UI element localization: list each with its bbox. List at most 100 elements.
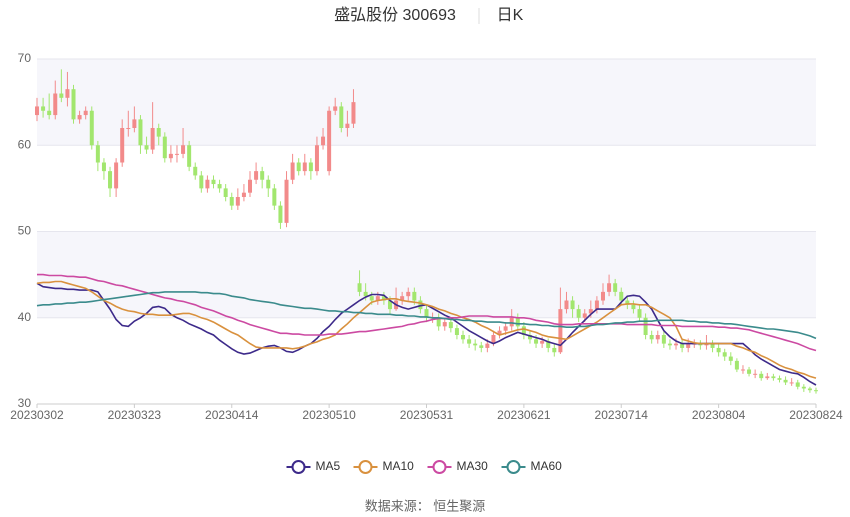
candle-body (120, 128, 125, 163)
legend-label: MA10 (383, 459, 415, 473)
candle-body (765, 376, 770, 379)
candle-body (412, 291, 417, 301)
candle-body (89, 110, 94, 146)
candle-body (229, 197, 234, 206)
candle-body (509, 317, 514, 327)
legend-label: MA60 (531, 459, 563, 473)
candle-body (631, 304, 636, 310)
candle-body (47, 110, 52, 116)
candle-body (771, 376, 776, 379)
candle-body (515, 317, 520, 327)
candle-body (41, 106, 46, 111)
candle-body (71, 89, 76, 120)
chart-title: 盛弘股份 300693 (334, 6, 456, 24)
legend-item[interactable]: MA60 (501, 459, 563, 474)
candle-body (564, 300, 569, 310)
candle-body (716, 347, 721, 353)
legend-item[interactable]: MA5 (286, 459, 341, 474)
candle-body (698, 343, 703, 346)
candle-body (497, 330, 502, 335)
candle-body (199, 175, 204, 189)
x-tick-label: 20230804 (692, 408, 746, 422)
candle-body (193, 166, 198, 176)
candle-body (95, 145, 100, 163)
candle-body (655, 335, 660, 340)
candle-body (375, 296, 380, 301)
candle-body (53, 93, 58, 116)
candle-body (637, 309, 642, 318)
candle-body (138, 119, 143, 146)
candle-body (211, 179, 216, 185)
candle-body (667, 343, 672, 346)
candle-body (174, 153, 179, 155)
candle-body (747, 369, 752, 374)
candle-body (181, 145, 186, 154)
candle-body (607, 283, 612, 292)
ma-line (36, 280, 817, 379)
candle-body (223, 188, 228, 197)
candle-body (272, 188, 277, 206)
candle-body (205, 179, 210, 189)
candle-body (540, 341, 545, 344)
x-tick-label: 20230323 (108, 408, 162, 422)
candle-body (278, 205, 283, 223)
candle-body (150, 128, 155, 150)
candle-body (333, 106, 338, 111)
candle-body (162, 136, 167, 159)
candle-body (619, 291, 624, 301)
legend-item[interactable]: MA30 (427, 459, 489, 474)
candle-body (424, 309, 429, 318)
candle-body (454, 328, 459, 335)
candle-body (369, 296, 374, 301)
source-note: 数据来源： 恒生聚源 (365, 498, 486, 513)
candle-body (101, 162, 106, 172)
candle-body (485, 343, 490, 348)
candle-body (235, 197, 240, 206)
candle-body (461, 335, 466, 340)
y-tick-label: 30 (18, 396, 32, 410)
candle-body (217, 184, 222, 189)
candle-body (35, 106, 39, 116)
candle-body (436, 317, 441, 327)
candle-body (503, 326, 508, 331)
legend-icon (358, 460, 373, 474)
candle-body (643, 317, 648, 335)
candle-body (65, 89, 70, 98)
legend-icon (291, 460, 306, 474)
candle-body (357, 283, 362, 292)
candle-body (248, 179, 253, 193)
candle-body (114, 162, 119, 189)
candle-body (241, 192, 246, 197)
candle-body (491, 335, 496, 344)
candle-body (83, 110, 88, 116)
legend: MA5 MA10 MA30 MA60 (286, 459, 563, 474)
candle-body (144, 145, 149, 150)
candle-body (728, 356, 733, 361)
candle-body (406, 291, 411, 297)
candle-body (558, 309, 563, 353)
candle-body (351, 102, 356, 124)
candle-body (260, 171, 265, 180)
candle-body (734, 360, 739, 370)
candle-body (418, 300, 423, 310)
y-tick-label: 40 (18, 310, 32, 324)
candle-body (600, 291, 605, 301)
candle-body (546, 341, 551, 348)
grid-band (37, 59, 816, 146)
candle-body (339, 106, 344, 128)
candle-body (649, 335, 654, 340)
candle-body (521, 326, 526, 335)
candle-body (753, 373, 758, 375)
candle-body (594, 300, 599, 310)
candle-body (59, 93, 64, 98)
candle-body (783, 379, 788, 383)
candle-body (448, 322, 453, 329)
grid-band (37, 231, 816, 318)
candle-body (308, 162, 313, 172)
chart-subtitle: 日K (497, 7, 524, 24)
legend-item[interactable]: MA10 (353, 459, 415, 474)
legend-label: MA30 (457, 459, 489, 473)
candle-body (187, 145, 192, 167)
candle-body (381, 296, 386, 301)
x-tick-label: 20230621 (497, 408, 551, 422)
